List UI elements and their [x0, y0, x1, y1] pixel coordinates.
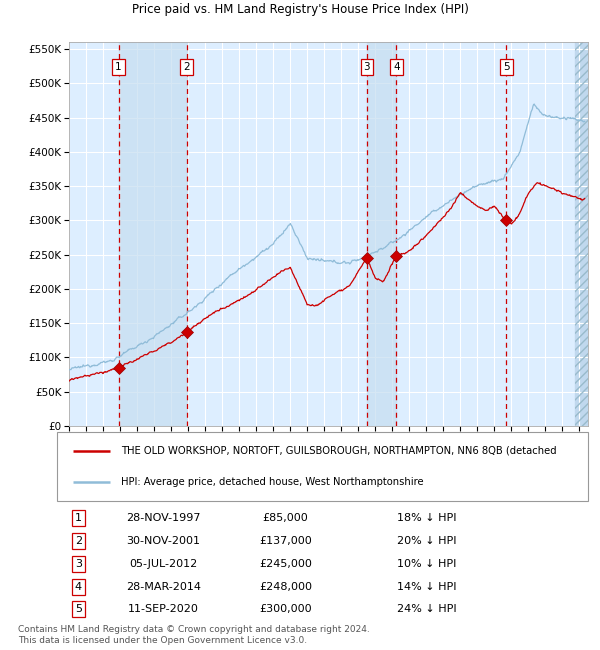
Text: This data is licensed under the Open Government Licence v3.0.: This data is licensed under the Open Gov…	[18, 636, 307, 645]
Text: THE OLD WORKSHOP, NORTOFT, GUILSBOROUGH, NORTHAMPTON, NN6 8QB (detached: THE OLD WORKSHOP, NORTOFT, GUILSBOROUGH,…	[121, 446, 556, 456]
Text: 24% ↓ HPI: 24% ↓ HPI	[397, 604, 457, 614]
Text: 20% ↓ HPI: 20% ↓ HPI	[397, 536, 457, 546]
Text: 10% ↓ HPI: 10% ↓ HPI	[397, 559, 456, 569]
Text: 5: 5	[503, 62, 509, 72]
Bar	[575, 42, 588, 426]
Text: £85,000: £85,000	[262, 514, 308, 523]
Text: 5: 5	[75, 604, 82, 614]
Text: 30-NOV-2001: 30-NOV-2001	[126, 536, 200, 546]
Text: 1: 1	[115, 62, 122, 72]
Text: 28-MAR-2014: 28-MAR-2014	[126, 582, 200, 592]
Text: 18% ↓ HPI: 18% ↓ HPI	[397, 514, 457, 523]
Text: Price paid vs. HM Land Registry's House Price Index (HPI): Price paid vs. HM Land Registry's House …	[131, 3, 469, 16]
Text: 05-JUL-2012: 05-JUL-2012	[129, 559, 197, 569]
Text: Contains HM Land Registry data © Crown copyright and database right 2024.: Contains HM Land Registry data © Crown c…	[18, 625, 370, 634]
Text: 4: 4	[393, 62, 400, 72]
Bar	[119, 42, 187, 426]
Text: 11-SEP-2020: 11-SEP-2020	[128, 604, 199, 614]
Text: 2: 2	[74, 536, 82, 546]
Text: £137,000: £137,000	[259, 536, 312, 546]
Bar	[367, 42, 397, 426]
Text: £300,000: £300,000	[259, 604, 311, 614]
Text: 3: 3	[75, 559, 82, 569]
Text: 14% ↓ HPI: 14% ↓ HPI	[397, 582, 457, 592]
Text: £245,000: £245,000	[259, 559, 312, 569]
Text: £248,000: £248,000	[259, 582, 312, 592]
Text: 2: 2	[183, 62, 190, 72]
Text: 1: 1	[75, 514, 82, 523]
Bar	[575, 42, 588, 426]
Text: 28-NOV-1997: 28-NOV-1997	[126, 514, 200, 523]
FancyBboxPatch shape	[57, 432, 588, 500]
Text: HPI: Average price, detached house, West Northamptonshire: HPI: Average price, detached house, West…	[121, 477, 424, 487]
Text: 4: 4	[74, 582, 82, 592]
Text: 3: 3	[364, 62, 370, 72]
